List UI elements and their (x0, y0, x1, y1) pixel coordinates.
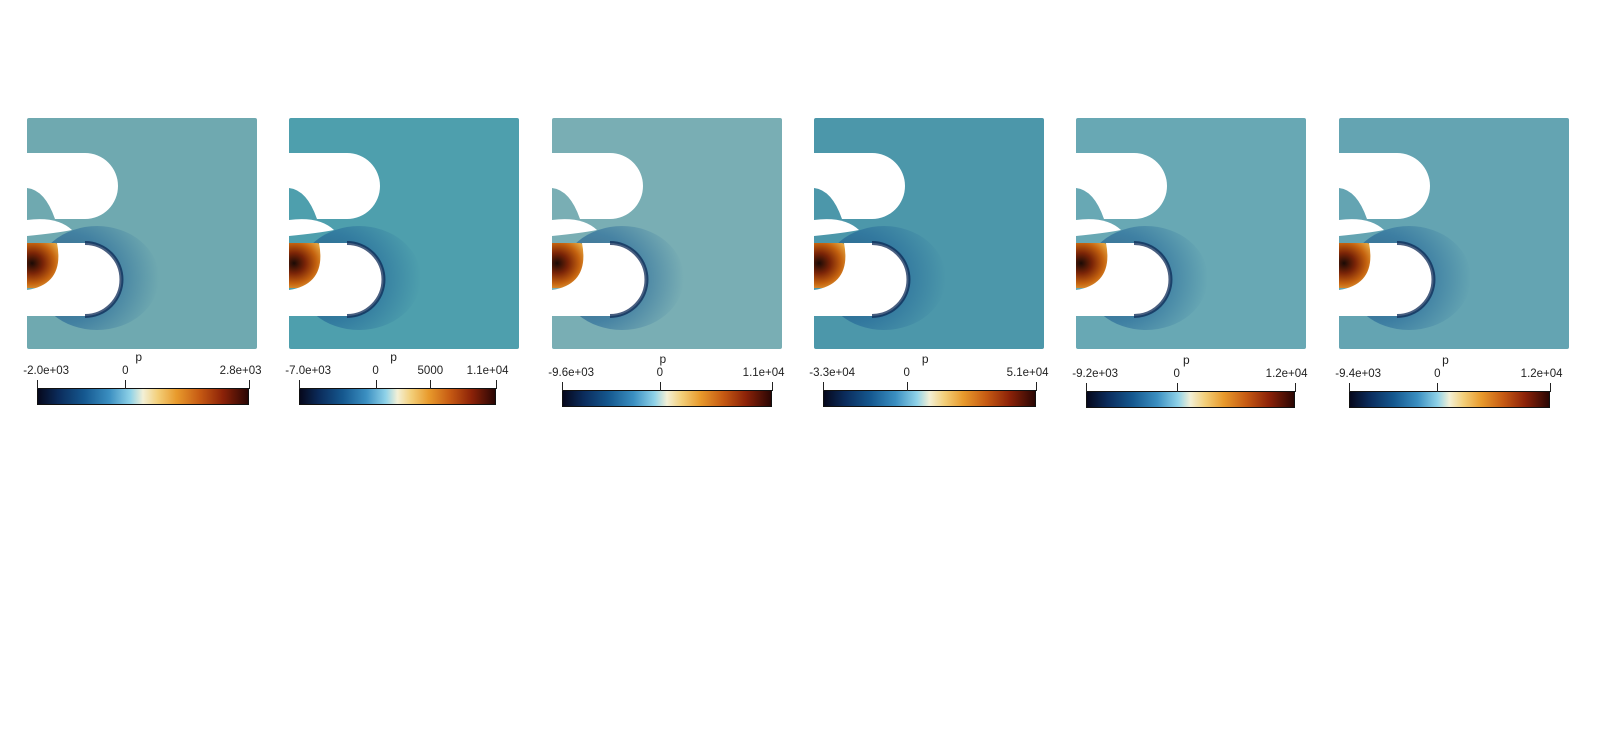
colorbar-tick-label: -2.0e+03 (23, 365, 70, 377)
colorbar-tick-label: 0 (122, 365, 129, 377)
cavity-boundary-layer (871, 241, 911, 318)
colorbar-tick (1086, 383, 1087, 392)
colorbar-gradient (823, 390, 1036, 407)
colorbar: p -3.3e+04 0 5.1e+04 (809, 352, 1066, 412)
lower-cavity (1076, 243, 1171, 316)
inlet-lip (27, 219, 72, 236)
panel-1: p -2.0e+03 0 2.8e+03 (23, 0, 287, 420)
colorbar-tick-label: 0 (656, 367, 664, 379)
panel-6: p -9.4e+03 0 1.2e+04 (1335, 0, 1599, 420)
colorbar-title: p (1442, 353, 1449, 367)
colorbar-title: p (390, 350, 397, 364)
colorbar-title: p (135, 350, 143, 364)
upper-cavity (552, 153, 643, 219)
upper-cavity (814, 153, 905, 219)
panel-5: p -9.2e+03 0 1.2e+04 (1072, 0, 1336, 420)
colorbar-tick-label: 5.1e+04 (1006, 367, 1049, 379)
panel-3: p -9.6e+03 0 1.1e+04 (548, 0, 812, 420)
colorbar: p -2.0e+03 0 2.8e+03 (23, 350, 279, 410)
panel-4: p -3.3e+04 0 5.1e+04 (809, 0, 1074, 420)
colorbar-tick (1036, 382, 1037, 391)
colorbar-tick-label: -9.4e+03 (1335, 368, 1382, 380)
inlet-lip (289, 219, 334, 236)
colorbar-tick (299, 380, 300, 389)
colorbar-tick (772, 382, 773, 391)
colorbar-tick-label: 1.2e+04 (1520, 368, 1563, 380)
colorbar-tick (1295, 383, 1296, 392)
colorbar-tick (375, 380, 377, 389)
pressure-field-plot (814, 118, 1044, 349)
lower-cavity (814, 243, 909, 316)
colorbar-tick-label: 0 (1173, 368, 1180, 380)
colorbar-tick-label: 0 (903, 367, 910, 379)
upper-cavity (1076, 153, 1167, 219)
pressure-field-plot (552, 118, 782, 349)
colorbar-tick-label: -3.3e+04 (809, 367, 856, 379)
colorbar-tick (823, 382, 824, 391)
panel-2: p -7.0e+03 0 5000 1.1e+04 (285, 0, 549, 420)
colorbar-tick (1349, 383, 1350, 392)
colorbar-gradient (1349, 391, 1550, 408)
pressure-field-plot (27, 118, 257, 349)
colorbar-tick (906, 382, 908, 391)
colorbar-tick-label: 1.1e+04 (742, 367, 785, 379)
colorbar-tick (562, 382, 563, 391)
colorbar-tick-label: 1.1e+04 (466, 365, 509, 377)
cavity-boundary-layer (346, 241, 386, 318)
colorbar-tick (125, 380, 127, 389)
colorbar-gradient (1086, 391, 1295, 408)
inlet-lip (1076, 219, 1121, 236)
colorbar-gradient (299, 388, 496, 405)
cavity-boundary-layer (1133, 241, 1173, 318)
colorbar: p -9.6e+03 0 1.1e+04 (548, 352, 802, 412)
lower-cavity (27, 243, 122, 316)
colorbar-tick (1176, 383, 1178, 392)
upper-cavity (289, 153, 380, 219)
colorbar-tick-label: -9.6e+03 (548, 367, 595, 379)
lower-cavity (552, 243, 647, 316)
colorbar-tick (37, 380, 38, 389)
inlet-lip (1339, 219, 1384, 236)
colorbar-tick (659, 382, 661, 391)
upper-cavity (27, 153, 118, 219)
lower-cavity (1339, 243, 1434, 316)
inlet-lip (814, 219, 859, 236)
cavity-boundary-layer (609, 241, 649, 318)
colorbar: p -9.4e+03 0 1.2e+04 (1335, 353, 1580, 413)
colorbar-tick-label: -9.2e+03 (1072, 368, 1119, 380)
colorbar-title: p (659, 352, 667, 366)
colorbar-title: p (921, 352, 929, 366)
cavity-boundary-layer (1396, 241, 1436, 318)
colorbar-tick (1550, 383, 1551, 392)
inlet-lip (552, 219, 597, 236)
colorbar-tick (496, 380, 497, 389)
colorbar: p -9.2e+03 0 1.2e+04 (1072, 353, 1325, 413)
colorbar-tick-label: 0 (1434, 368, 1441, 380)
colorbar-tick-label: -7.0e+03 (285, 365, 332, 377)
pressure-field-plot (1339, 118, 1569, 349)
colorbar-title: p (1182, 353, 1190, 367)
colorbar-tick-label: 5000 (417, 365, 444, 377)
colorbar-tick-label: 0 (372, 365, 379, 377)
upper-cavity (1339, 153, 1430, 219)
colorbar-tick-label: 1.2e+04 (1265, 368, 1308, 380)
colorbar-gradient (37, 388, 249, 405)
cavity-boundary-layer (84, 241, 124, 318)
colorbar-gradient (562, 390, 772, 407)
colorbar-tick (1437, 383, 1439, 392)
colorbar: p -7.0e+03 0 5000 1.1e+04 (285, 350, 526, 410)
colorbar-tick-label: 2.8e+03 (219, 365, 262, 377)
pressure-field-plot (1076, 118, 1306, 349)
lower-cavity (289, 243, 384, 316)
colorbar-tick (430, 380, 432, 389)
colorbar-tick (249, 380, 250, 389)
pressure-field-plot (289, 118, 519, 349)
